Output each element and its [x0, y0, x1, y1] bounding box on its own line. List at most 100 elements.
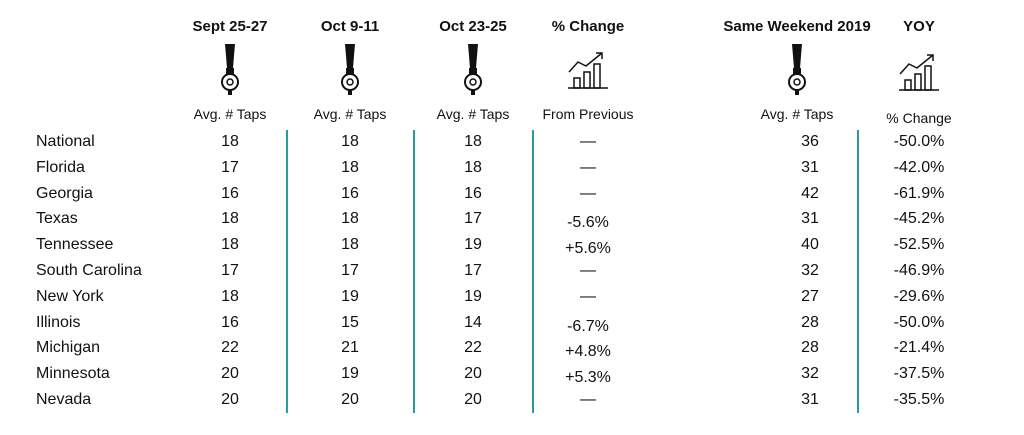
cell-yoy: -50.0% — [893, 133, 945, 150]
row-label: National — [36, 133, 95, 150]
cell-oct-23-25: 18 — [464, 158, 482, 176]
cell-oct-23-25: 20 — [464, 391, 482, 408]
cell-pct-change: — — [580, 262, 596, 279]
cell-same-weekend-2019: 32 — [801, 365, 819, 383]
cell-yoy: -50.0% — [893, 313, 945, 331]
cell-oct-9-11: 18 — [341, 236, 359, 254]
subheader-oct-9-11: Avg. # Taps — [313, 106, 387, 122]
cell-sept-25-27: 16 — [221, 184, 239, 202]
beer-tap-icon — [221, 44, 239, 95]
beer-tap-icon — [341, 44, 359, 95]
subheader-oct-23-25: Avg. # Taps — [436, 106, 510, 122]
row-label: Michigan — [36, 339, 101, 357]
header-oct-23-25: Oct 23-25 — [439, 18, 507, 35]
row-label: Texas — [36, 210, 78, 228]
cell-yoy: -61.9% — [893, 184, 945, 202]
cell-oct-9-11: 19 — [341, 365, 359, 383]
cell-oct-23-25: 19 — [464, 236, 482, 254]
cell-oct-9-11: 16 — [341, 184, 359, 202]
cell-pct-change: — — [580, 133, 596, 150]
cell-same-weekend-2019: 31 — [801, 391, 819, 408]
cell-yoy: -42.0% — [893, 158, 945, 176]
cell-same-weekend-2019: 42 — [801, 184, 819, 202]
column-divider — [413, 130, 415, 413]
cell-sept-25-27: 16 — [221, 313, 239, 331]
cell-same-weekend-2019: 28 — [801, 339, 819, 357]
cell-pct-change: -6.7% — [567, 317, 609, 335]
cell-sept-25-27: 17 — [221, 158, 239, 176]
row-label: Tennessee — [36, 236, 114, 254]
cell-sept-25-27: 18 — [221, 133, 239, 150]
row-label: Nevada — [36, 391, 92, 408]
beer-tap-icon — [464, 44, 482, 95]
cell-oct-23-25: 16 — [464, 184, 482, 202]
header-sept-25-27: Sept 25-27 — [192, 18, 268, 35]
subheader-pct-change: From Previous — [542, 106, 634, 122]
row-label: Florida — [36, 158, 85, 176]
cell-oct-9-11: 19 — [341, 287, 359, 305]
cell-oct-23-25: 17 — [464, 210, 482, 228]
cell-oct-9-11: 17 — [341, 262, 359, 279]
subheader-yoy: % Change — [886, 110, 952, 126]
growth-chart-icon — [899, 54, 939, 91]
header-same-weekend-2019: Same Weekend 2019 — [723, 18, 871, 35]
cell-oct-9-11: 18 — [341, 158, 359, 176]
cell-yoy: -46.9% — [893, 262, 945, 279]
cell-same-weekend-2019: 32 — [801, 262, 819, 279]
cell-pct-change: +5.6% — [565, 240, 611, 258]
cell-oct-9-11: 21 — [341, 339, 359, 357]
cell-oct-23-25: 14 — [464, 313, 482, 331]
cell-sept-25-27: 17 — [221, 262, 239, 279]
header-pct-change: % Change — [551, 18, 625, 35]
column-divider — [286, 130, 288, 413]
cell-oct-9-11: 18 — [341, 210, 359, 228]
cell-pct-change: — — [580, 158, 596, 176]
cell-oct-23-25: 19 — [464, 287, 482, 305]
cell-yoy: -35.5% — [893, 391, 945, 408]
cell-same-weekend-2019: 27 — [801, 287, 819, 305]
row-label: New York — [36, 287, 104, 305]
cell-yoy: -21.4% — [893, 339, 945, 357]
header-oct-9-11: Oct 9-11 — [320, 18, 380, 35]
row-label: South Carolina — [36, 262, 142, 279]
subheader-same-weekend-2019: Avg. # Taps — [760, 106, 834, 122]
cell-same-weekend-2019: 40 — [801, 236, 819, 254]
cell-same-weekend-2019: 36 — [801, 133, 819, 150]
cell-sept-25-27: 18 — [221, 210, 239, 228]
row-label: Georgia — [36, 184, 93, 202]
cell-oct-9-11: 20 — [341, 391, 359, 408]
cell-pct-change: +4.8% — [565, 343, 611, 361]
header-yoy: YOY — [903, 18, 935, 35]
cell-yoy: -52.5% — [893, 236, 945, 254]
cell-pct-change: — — [580, 391, 596, 408]
cell-oct-23-25: 20 — [464, 365, 482, 383]
cell-sept-25-27: 22 — [221, 339, 239, 357]
cell-oct-9-11: 18 — [341, 133, 359, 150]
cell-oct-23-25: 17 — [464, 262, 482, 279]
cell-yoy: -45.2% — [893, 210, 945, 228]
cell-oct-9-11: 15 — [341, 313, 359, 331]
cell-pct-change: — — [580, 287, 596, 305]
cell-pct-change: — — [580, 184, 596, 202]
cell-same-weekend-2019: 31 — [801, 210, 819, 228]
cell-same-weekend-2019: 28 — [801, 313, 819, 331]
row-label: Illinois — [36, 313, 81, 331]
cell-pct-change: -5.6% — [567, 214, 609, 232]
row-label: Minnesota — [36, 365, 110, 383]
column-divider — [532, 130, 534, 413]
cell-sept-25-27: 18 — [221, 236, 239, 254]
cell-oct-23-25: 18 — [464, 133, 482, 150]
growth-chart-icon — [568, 52, 608, 89]
cell-same-weekend-2019: 31 — [801, 158, 819, 176]
column-divider — [857, 130, 859, 413]
cell-sept-25-27: 18 — [221, 287, 239, 305]
cell-yoy: -37.5% — [893, 365, 945, 383]
cell-sept-25-27: 20 — [221, 391, 239, 408]
cell-oct-23-25: 22 — [464, 339, 482, 357]
cell-yoy: -29.6% — [893, 287, 945, 305]
cell-sept-25-27: 20 — [221, 365, 239, 383]
subheader-sept-25-27: Avg. # Taps — [193, 106, 267, 122]
cell-pct-change: +5.3% — [565, 369, 611, 387]
beer-tap-icon — [788, 44, 806, 95]
